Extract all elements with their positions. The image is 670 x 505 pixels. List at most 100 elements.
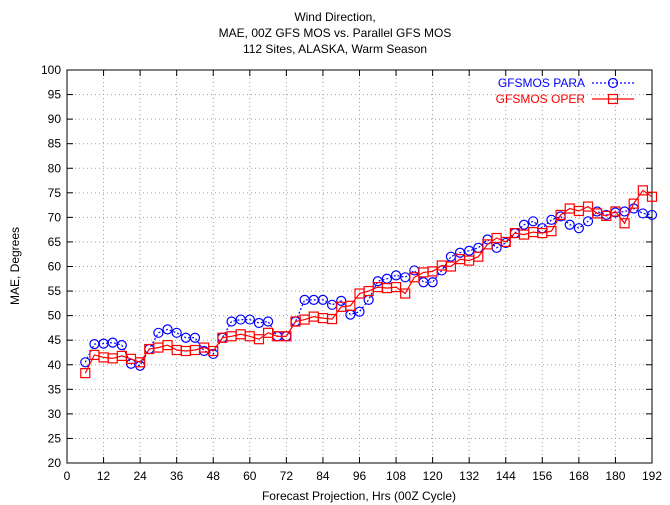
- x-tick-label: 108: [386, 469, 406, 483]
- y-tick-label: 20: [48, 456, 62, 470]
- x-tick-label: 180: [605, 469, 625, 483]
- data-point: [372, 276, 383, 287]
- axes: 20 25 30 35 40 45 50 55 60 65 70 75 80 85 90 95 100 0 12 24…: [41, 63, 662, 483]
- legend-entry-1: GFSMOS PARA: [498, 76, 634, 90]
- y-tick-label: 40: [48, 358, 62, 372]
- data-point: [427, 277, 438, 288]
- series-line: [84, 207, 653, 367]
- x-tick-label: 24: [133, 469, 147, 483]
- data-point: [528, 216, 539, 227]
- x-tick-label: 168: [569, 469, 589, 483]
- x-tick-label: 12: [97, 469, 111, 483]
- x-tick-label: 0: [64, 469, 71, 483]
- data-point: [80, 357, 91, 368]
- data-point: [409, 265, 420, 276]
- y-tick-label: 55: [48, 284, 62, 298]
- x-tick-label: 156: [532, 469, 552, 483]
- y-tick-label: 25: [48, 431, 62, 445]
- data-point: [363, 294, 374, 306]
- data-point: [582, 201, 594, 212]
- data-point: [473, 242, 484, 253]
- chart-title-line-2: MAE, 00Z GFS MOS vs. Parallel GFS MOS: [218, 26, 452, 40]
- data-point: [610, 206, 621, 217]
- data-point: [80, 368, 91, 379]
- data-point: [607, 77, 619, 89]
- y-tick-label: 45: [48, 333, 62, 347]
- data-point: [445, 261, 457, 272]
- data-point: [116, 340, 127, 351]
- data-point: [253, 334, 265, 345]
- data-point: [354, 306, 365, 317]
- grid-lines: [67, 70, 652, 463]
- data-point: [637, 185, 648, 196]
- x-tick-label: 48: [207, 469, 221, 483]
- x-tick-label: 84: [316, 469, 330, 483]
- data-point: [646, 209, 658, 221]
- y-tick-label: 70: [48, 210, 62, 224]
- data-point: [546, 226, 557, 237]
- data-point: [628, 198, 639, 209]
- x-tick-label: 132: [459, 469, 479, 483]
- legend-entry-2: GFSMOS OPER: [496, 92, 634, 106]
- data-point: [153, 327, 164, 338]
- y-tick-label: 50: [48, 309, 62, 323]
- data-point: [326, 299, 338, 310]
- x-tick-label: 72: [280, 469, 294, 483]
- data-point: [573, 223, 584, 234]
- data-point: [171, 327, 182, 338]
- data-point: [317, 294, 329, 306]
- x-tick-label: 120: [423, 469, 443, 483]
- y-tick-label: 80: [48, 161, 62, 175]
- data-point: [189, 332, 201, 343]
- y-tick-label: 35: [48, 382, 62, 396]
- data-point: [281, 331, 292, 342]
- y-tick-label: 65: [48, 235, 62, 249]
- y-tick-label: 95: [48, 88, 62, 102]
- legend-label: GFSMOS PARA: [498, 76, 585, 90]
- data-point: [500, 236, 511, 248]
- data-point: [637, 208, 648, 219]
- data-point: [345, 300, 356, 311]
- data-point: [262, 316, 274, 327]
- data-point: [482, 239, 493, 250]
- data-point: [162, 324, 173, 335]
- x-tick-label: 96: [353, 469, 367, 483]
- data-point: [607, 93, 619, 105]
- chart-title-line-3: 112 Sites, ALASKA, Warm Season: [242, 42, 428, 56]
- data-point: [400, 272, 411, 283]
- data-point: [518, 219, 530, 230]
- data-point: [619, 218, 630, 229]
- y-axis-title: MAE, Degrees: [8, 227, 22, 305]
- series-line: [84, 189, 653, 374]
- chart-title-line-1: Wind Direction,: [294, 10, 376, 24]
- data-point: [445, 251, 457, 262]
- x-tick-label: 144: [496, 469, 516, 483]
- x-tick-label: 60: [243, 469, 257, 483]
- y-tick-label: 100: [41, 63, 61, 77]
- data-point: [473, 251, 484, 262]
- data-point: [400, 288, 411, 299]
- data-point: [107, 337, 118, 348]
- data-point: [464, 245, 475, 256]
- x-tick-label: 36: [170, 469, 184, 483]
- data-point: [326, 313, 338, 325]
- data-point: [427, 266, 438, 277]
- data-point: [390, 282, 402, 293]
- y-tick-label: 60: [48, 260, 62, 274]
- series-layer: [80, 185, 658, 379]
- data-point: [208, 345, 219, 357]
- legend-label: GFSMOS OPER: [496, 92, 586, 106]
- legend: GFSMOS PARA GFSMOS OPER: [496, 76, 634, 106]
- y-tick-label: 90: [48, 112, 62, 126]
- y-tick-label: 30: [48, 407, 62, 421]
- data-point: [546, 214, 557, 225]
- data-point: [235, 314, 246, 325]
- y-tick-label: 85: [48, 137, 62, 151]
- data-point: [555, 209, 566, 221]
- data-point: [582, 216, 594, 227]
- x-tick-label: 192: [642, 469, 662, 483]
- data-point: [135, 357, 146, 368]
- x-axis-title: Forecast Projection, Hrs (00Z Cycle): [262, 489, 456, 503]
- y-tick-label: 75: [48, 186, 62, 200]
